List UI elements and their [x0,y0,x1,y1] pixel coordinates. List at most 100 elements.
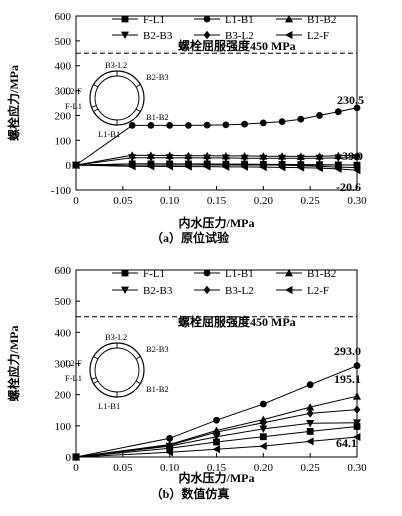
legend-marker-a-B2-B3 [121,31,129,39]
series-line-a-B2-B3 [75,157,358,166]
ring-joint-a-2 [135,108,141,112]
data-point-a-L1-B1-3 [166,121,174,129]
x-axis-label-b: 内水压力/MPa [179,470,255,485]
series-line-b-F-L1 [75,426,358,458]
legend-marker-b-B3-L2 [203,285,211,295]
data-point-a-L1-B1-13 [353,104,361,112]
legend-label-a-B2-B3: B2-B3 [143,30,173,42]
data-point-b-F-L1-4 [306,428,314,435]
legend-label-b-B3-L2: B3-L2 [225,285,254,297]
data-point-b-L2-F-1 [165,448,174,457]
legend-label-a-F-L1: F-L1 [143,14,165,26]
series-line-b-L1-B1 [75,365,358,458]
data-point-b-L2-F-5 [353,433,361,442]
data-point-a-B2-B3-13 [353,154,361,162]
inset-label-b-left-lower: F-L1 [65,373,82,383]
legend-marker-a-F-L1 [121,15,129,23]
x-tick-label-b-5: 0.25 [301,462,321,474]
data-point-b-B1-B2-4 [306,403,315,411]
data-point-a-B2-B3-4 [184,154,193,162]
y-tick-label-b-1: 100 [55,421,72,433]
data-point-b-L1-B1-2 [213,416,220,424]
value-annotation-a-0: 230.5 [337,93,364,107]
data-point-b-B2-B3-2 [212,433,221,441]
ring-joint-a-4 [93,108,99,112]
data-point-a-L2-F-0 [72,161,80,170]
data-point-b-B2-B3-3 [259,425,268,433]
y-axis-label-a: 螺栓应力/MPa [6,65,21,141]
x-tick-label-a-5: 0.25 [301,195,321,207]
ring-joint-b-5 [93,356,99,360]
data-point-a-L1-B1-12 [334,108,342,116]
y-tick-label-b-3: 300 [55,359,72,371]
data-point-a-L1-B1-10 [297,115,305,123]
data-point-a-L1-B1-1 [128,121,136,129]
y-tick-label-b-5: 500 [55,296,72,308]
legend-label-a-B3-L2: B3-L2 [225,30,254,42]
data-point-b-L2-F-4 [306,437,314,446]
y-tick-label-a-5: 400 [55,61,72,73]
data-point-a-L1-B1-5 [203,121,211,129]
legend-marker-a-B1-B2 [285,15,293,23]
data-point-b-B3-L2-4 [306,409,314,418]
ring-inner-b [94,347,140,393]
inset-label-b-top-right: B2-B3 [146,344,169,354]
legend-marker-a-L2-F [285,31,293,39]
legend-label-b-F-L1: F-L1 [143,268,165,280]
inset-label-a-bottom-right: B1-B2 [146,112,169,122]
ring-joint-b-4 [93,380,99,384]
x-tick-label-b-3: 0.15 [207,462,227,474]
data-point-a-L2-F-3 [165,162,174,171]
data-point-b-L1-B1-1 [166,434,174,442]
y-tick-label-b-0: 0 [66,452,72,464]
data-point-a-L1-B1-9 [278,118,286,126]
data-point-b-B3-L2-2 [213,427,220,437]
y-tick-label-a-4: 300 [55,86,72,98]
ring-joint-b-2 [135,380,141,384]
legend-marker-a-B3-L2 [203,30,211,40]
value-annotation-a-2: -20.6 [336,180,361,194]
x-tick-label-a-1: 0.05 [113,195,133,207]
caption-a: （a）原位试验 [151,230,230,245]
data-point-a-L2-F-4 [184,162,192,171]
y-tick-label-a-1: 0 [66,160,72,172]
data-point-a-B2-B3-11 [315,154,324,163]
data-point-a-L1-B1-2 [147,121,155,129]
x-tick-label-a-4: 0.20 [254,195,274,207]
data-point-b-B3-L2-5 [353,405,361,414]
value-annotation-b-0: 293.0 [334,344,361,358]
legend-label-b-B1-B2: B1-B2 [307,268,336,280]
y-tick-label-b-2: 200 [55,390,72,402]
data-point-b-L1-B1-3 [259,400,267,408]
data-point-a-L2-F-7 [240,162,248,171]
data-point-a-B2-B3-8 [259,154,268,163]
ring-joint-b-6 [91,377,97,380]
data-point-a-B2-B3-5 [203,154,212,162]
legend-label-b-L2-F: L2-F [307,285,329,297]
y-tick-label-a-3: 200 [55,110,72,122]
inset-label-a-bottom-left: L1-B1 [98,129,120,139]
data-point-a-B2-B3-3 [165,154,174,162]
data-point-a-B2-B3-2 [146,154,155,162]
data-point-b-B2-B3-4 [306,419,315,428]
data-point-a-L2-F-12 [334,164,342,173]
legend-marker-a-L1-B1 [203,15,211,23]
x-tick-label-b-6: 0.30 [347,462,367,474]
y-tick-label-a-2: 100 [55,135,72,147]
chart-panel-b: 0 100 200 300 400 500 600 0 0.05 0.10 0.15 0.20 0.25… [6,265,367,501]
x-tick-label-b-0: 0 [73,462,79,474]
x-tick-label-a-0: 0 [73,195,79,207]
ring-outer-b [89,342,145,398]
data-point-a-L2-F-10 [296,163,305,172]
x-axis-label-a: 内水压力/MPa [179,215,255,230]
x-tick-label-b-1: 0.05 [113,462,133,474]
y-tick-label-a-6: 500 [55,36,72,48]
data-point-a-L1-B1-4 [185,121,192,129]
y-axis-label-b: 螺栓应力/MPa [6,326,21,402]
value-annotation-b-2: 64.1 [336,436,357,450]
legend-marker-b-B1-B2 [285,269,293,277]
data-point-a-L2-F-2 [146,162,155,171]
data-point-a-B2-B3-1 [128,154,137,162]
data-point-a-L2-F-8 [259,163,267,172]
